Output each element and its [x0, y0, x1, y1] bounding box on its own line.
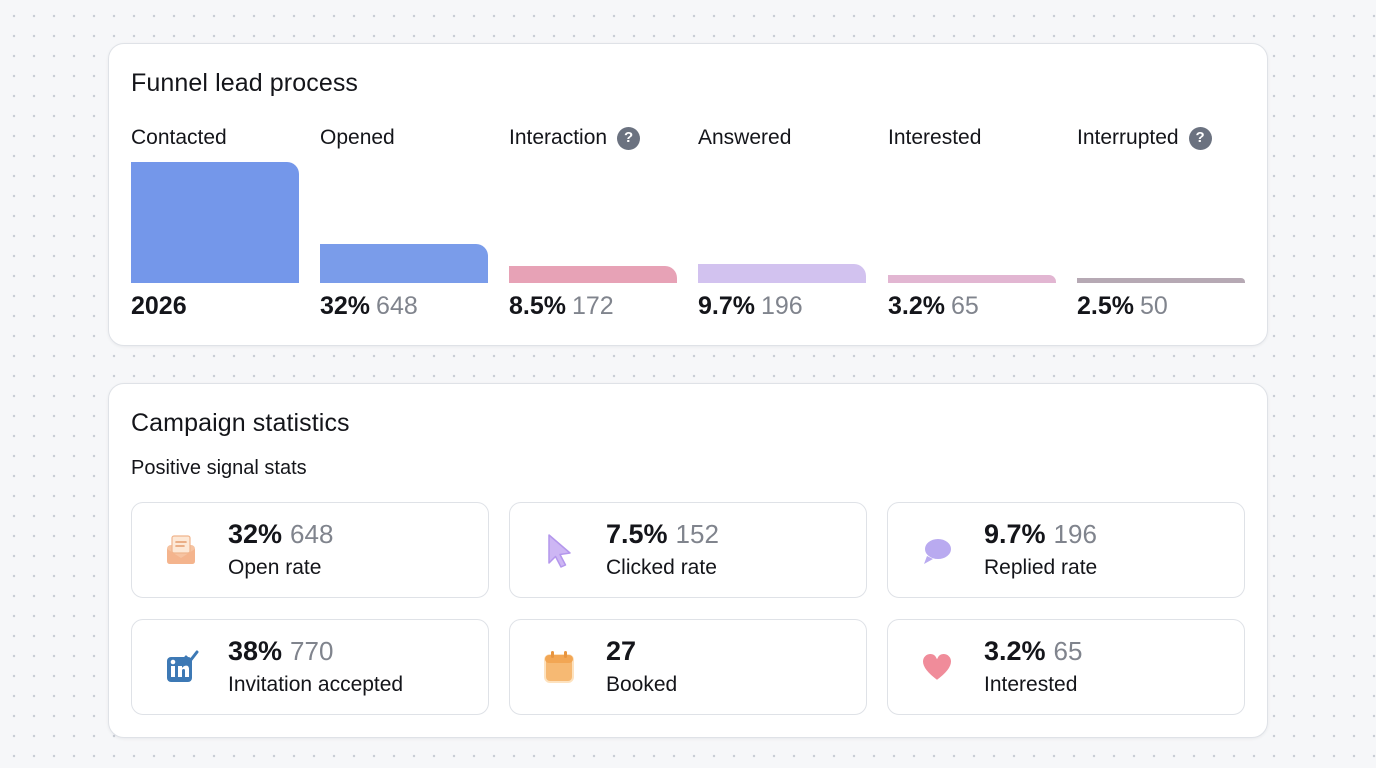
stage-count: 50	[1139, 292, 1168, 320]
stage-values: 8.5% 172	[509, 292, 614, 321]
tile-label: Open rate	[228, 556, 322, 579]
campaign-stats-card: Campaign statistics Positive signal stat…	[108, 383, 1268, 738]
stage-count: 648	[376, 292, 418, 320]
envelope-icon	[162, 531, 200, 569]
tile-count: 770	[290, 636, 334, 666]
stage-percent: 9.7%	[698, 292, 755, 320]
help-icon[interactable]: ?	[1188, 126, 1212, 150]
stage-percent: 2.5%	[1077, 292, 1134, 320]
linkedin-check-icon	[162, 648, 200, 686]
stage-label: Contacted	[131, 124, 227, 152]
tile-label: Interested	[984, 673, 1078, 696]
tile-percent: 3.2%	[984, 636, 1046, 666]
help-icon[interactable]: ?	[617, 126, 641, 150]
stage-label-text: Contacted	[131, 126, 227, 149]
tile-count: 65	[1053, 636, 1083, 666]
stage-values: 9.7% 196	[698, 292, 803, 321]
tile-metric: 7.5% 152	[606, 519, 719, 550]
funnel-bar-interrupted	[1077, 278, 1245, 283]
tile-metric: 38% 770	[228, 636, 333, 667]
stage-label-text: Opened	[320, 126, 395, 149]
funnel-stage-answered[interactable]: Answered 9.7% 196	[698, 124, 866, 334]
funnel-bar-interaction	[509, 266, 677, 283]
stage-label-text: Interrupted	[1077, 126, 1179, 149]
funnel-stage-contacted[interactable]: Contacted 2026	[131, 124, 299, 334]
funnel-title: Funnel lead process	[131, 69, 359, 97]
tile-metric: 3.2% 65	[984, 636, 1082, 667]
stat-tile-invitation-accepted[interactable]: 38% 770 Invitation accepted	[131, 619, 489, 715]
stage-count: 196	[760, 292, 803, 320]
tile-metric: 32% 648	[228, 519, 333, 550]
tile-label: Clicked rate	[606, 556, 717, 579]
cursor-icon	[540, 531, 578, 569]
stage-percent: 32%	[320, 292, 371, 320]
tile-percent: 9.7%	[984, 519, 1046, 549]
funnel-stage-interaction[interactable]: Interaction ? 8.5% 172	[509, 124, 677, 334]
stage-label-text: Interaction	[509, 126, 608, 149]
stat-tile-replied-rate[interactable]: 9.7% 196 Replied rate	[887, 502, 1245, 598]
heart-icon	[918, 648, 956, 686]
tile-count: 152	[675, 519, 719, 549]
stage-percent: 3.2%	[888, 292, 945, 320]
funnel-bar-answered	[698, 264, 866, 283]
speech-bubble-icon	[918, 531, 956, 569]
tile-percent: 38%	[228, 636, 283, 666]
funnel-bar-contacted	[131, 162, 299, 283]
stage-label: Interaction ?	[509, 124, 641, 152]
campaign-title: Campaign statistics	[131, 409, 350, 437]
funnel-card: Funnel lead process Contacted 2026 Opene…	[108, 43, 1268, 346]
stat-tile-open-rate[interactable]: 32% 648 Open rate	[131, 502, 489, 598]
stage-percent: 8.5%	[509, 292, 566, 320]
tile-count: 196	[1053, 519, 1097, 549]
stage-values: 32% 648	[320, 292, 418, 321]
tile-value: 27	[606, 636, 637, 666]
funnel-bar-opened	[320, 244, 488, 283]
stage-label: Interrupted ?	[1077, 124, 1212, 152]
tile-count: 648	[290, 519, 334, 549]
stage-label: Opened	[320, 124, 395, 152]
stat-tile-interested[interactable]: 3.2% 65 Interested	[887, 619, 1245, 715]
calendar-icon	[540, 648, 578, 686]
tile-percent: 7.5%	[606, 519, 668, 549]
tile-label: Booked	[606, 673, 678, 696]
stage-label-text: Answered	[698, 126, 792, 149]
tile-label: Replied rate	[984, 556, 1098, 579]
stage-count: 65	[950, 292, 979, 320]
funnel-stage-interrupted[interactable]: Interrupted ? 2.5% 50	[1077, 124, 1245, 334]
tile-metric: 27	[606, 636, 636, 667]
stage-label: Answered	[698, 124, 791, 152]
tile-label: Invitation accepted	[228, 673, 404, 696]
stage-values: 2026	[131, 292, 187, 321]
stat-tile-clicked-rate[interactable]: 7.5% 152 Clicked rate	[509, 502, 867, 598]
stage-count: 172	[571, 292, 614, 320]
stage-values: 2.5% 50	[1077, 292, 1168, 321]
funnel-stage-opened[interactable]: Opened 32% 648	[320, 124, 488, 334]
stage-count-total: 2026	[131, 292, 187, 320]
funnel-stage-interested[interactable]: Interested 3.2% 65	[888, 124, 1056, 334]
stage-label: Interested	[888, 124, 981, 152]
funnel-bar-interested	[888, 275, 1056, 283]
stage-label-text: Interested	[888, 126, 982, 149]
stat-tile-booked[interactable]: 27 Booked	[509, 619, 867, 715]
tile-percent: 32%	[228, 519, 283, 549]
campaign-subtitle: Positive signal stats	[131, 457, 307, 479]
tile-metric: 9.7% 196	[984, 519, 1097, 550]
stage-values: 3.2% 65	[888, 292, 979, 321]
funnel-chart: Contacted 2026 Opened 32% 648 Interaction…	[131, 124, 1247, 334]
